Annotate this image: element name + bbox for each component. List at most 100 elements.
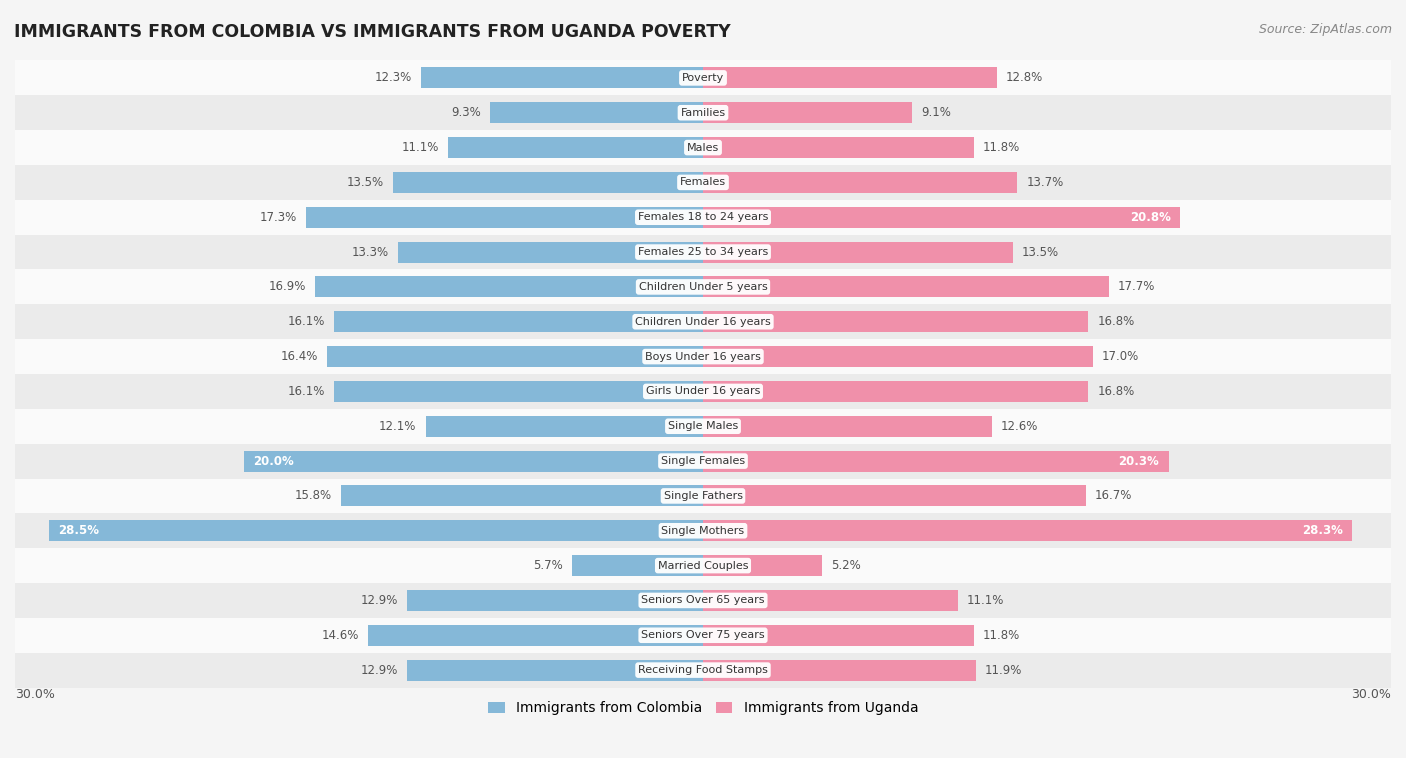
- Text: Children Under 16 years: Children Under 16 years: [636, 317, 770, 327]
- Text: Females 18 to 24 years: Females 18 to 24 years: [638, 212, 768, 222]
- Text: Boys Under 16 years: Boys Under 16 years: [645, 352, 761, 362]
- Text: 11.1%: 11.1%: [967, 594, 1004, 607]
- Bar: [15, 304, 1391, 339]
- Text: 12.1%: 12.1%: [380, 420, 416, 433]
- Bar: [15, 200, 1391, 235]
- Text: 16.4%: 16.4%: [280, 350, 318, 363]
- Bar: [703, 102, 911, 124]
- Text: 30.0%: 30.0%: [15, 688, 55, 700]
- Bar: [15, 61, 1391, 96]
- Bar: [315, 277, 703, 297]
- Bar: [15, 270, 1391, 304]
- Bar: [15, 409, 1391, 443]
- Text: 5.2%: 5.2%: [831, 559, 862, 572]
- Bar: [703, 242, 1012, 262]
- Bar: [703, 381, 1088, 402]
- Bar: [15, 165, 1391, 200]
- Text: 13.3%: 13.3%: [352, 246, 389, 258]
- Text: 20.0%: 20.0%: [253, 455, 294, 468]
- Bar: [703, 520, 1353, 541]
- Bar: [703, 346, 1092, 367]
- Bar: [15, 339, 1391, 374]
- Text: 14.6%: 14.6%: [322, 629, 359, 642]
- Text: 17.7%: 17.7%: [1118, 280, 1156, 293]
- Text: 17.0%: 17.0%: [1102, 350, 1139, 363]
- Bar: [572, 555, 703, 576]
- Text: 28.3%: 28.3%: [1302, 525, 1343, 537]
- Text: 12.3%: 12.3%: [374, 71, 412, 84]
- Text: 30.0%: 30.0%: [1351, 688, 1391, 700]
- Text: 28.5%: 28.5%: [59, 525, 100, 537]
- Bar: [703, 416, 993, 437]
- Bar: [398, 242, 703, 262]
- Bar: [326, 346, 703, 367]
- Text: 16.8%: 16.8%: [1098, 385, 1135, 398]
- Text: 13.7%: 13.7%: [1026, 176, 1063, 189]
- Text: 20.3%: 20.3%: [1119, 455, 1160, 468]
- Bar: [703, 451, 1168, 471]
- Bar: [15, 583, 1391, 618]
- Bar: [15, 443, 1391, 478]
- Legend: Immigrants from Colombia, Immigrants from Uganda: Immigrants from Colombia, Immigrants fro…: [488, 701, 918, 715]
- Text: Girls Under 16 years: Girls Under 16 years: [645, 387, 761, 396]
- Text: 16.7%: 16.7%: [1095, 490, 1133, 503]
- Text: IMMIGRANTS FROM COLOMBIA VS IMMIGRANTS FROM UGANDA POVERTY: IMMIGRANTS FROM COLOMBIA VS IMMIGRANTS F…: [14, 23, 731, 41]
- Text: 9.3%: 9.3%: [451, 106, 481, 119]
- Text: Married Couples: Married Couples: [658, 561, 748, 571]
- Text: 11.1%: 11.1%: [402, 141, 439, 154]
- Text: Seniors Over 75 years: Seniors Over 75 years: [641, 630, 765, 641]
- Text: 20.8%: 20.8%: [1130, 211, 1171, 224]
- Bar: [703, 277, 1109, 297]
- Bar: [489, 102, 703, 124]
- Text: 13.5%: 13.5%: [347, 176, 384, 189]
- Bar: [15, 513, 1391, 548]
- Text: 16.1%: 16.1%: [287, 315, 325, 328]
- Text: 16.8%: 16.8%: [1098, 315, 1135, 328]
- Text: Single Fathers: Single Fathers: [664, 491, 742, 501]
- Text: Single Males: Single Males: [668, 421, 738, 431]
- Bar: [333, 381, 703, 402]
- Bar: [449, 137, 703, 158]
- Bar: [703, 625, 973, 646]
- Text: 12.8%: 12.8%: [1005, 71, 1043, 84]
- Text: Children Under 5 years: Children Under 5 years: [638, 282, 768, 292]
- Bar: [408, 590, 703, 611]
- Text: 16.1%: 16.1%: [287, 385, 325, 398]
- Bar: [703, 312, 1088, 332]
- Bar: [420, 67, 703, 89]
- Bar: [703, 172, 1017, 193]
- Text: Families: Families: [681, 108, 725, 117]
- Text: 13.5%: 13.5%: [1022, 246, 1059, 258]
- Text: 12.9%: 12.9%: [360, 663, 398, 677]
- Bar: [703, 207, 1180, 227]
- Text: Seniors Over 65 years: Seniors Over 65 years: [641, 596, 765, 606]
- Bar: [703, 485, 1085, 506]
- Text: 9.1%: 9.1%: [921, 106, 950, 119]
- Text: Males: Males: [688, 143, 718, 152]
- Bar: [703, 590, 957, 611]
- Bar: [703, 67, 997, 89]
- Bar: [368, 625, 703, 646]
- Text: 11.8%: 11.8%: [983, 141, 1019, 154]
- Bar: [15, 130, 1391, 165]
- Bar: [408, 659, 703, 681]
- Text: 11.9%: 11.9%: [986, 663, 1022, 677]
- Bar: [426, 416, 703, 437]
- Bar: [15, 374, 1391, 409]
- Text: Receiving Food Stamps: Receiving Food Stamps: [638, 665, 768, 675]
- Text: 17.3%: 17.3%: [260, 211, 297, 224]
- Text: Females: Females: [681, 177, 725, 187]
- Text: 15.8%: 15.8%: [294, 490, 332, 503]
- Text: Poverty: Poverty: [682, 73, 724, 83]
- Text: 11.8%: 11.8%: [983, 629, 1019, 642]
- Text: Single Females: Single Females: [661, 456, 745, 466]
- Bar: [15, 618, 1391, 653]
- Text: 5.7%: 5.7%: [533, 559, 564, 572]
- Bar: [245, 451, 703, 471]
- Bar: [15, 96, 1391, 130]
- Bar: [703, 659, 976, 681]
- Text: Females 25 to 34 years: Females 25 to 34 years: [638, 247, 768, 257]
- Bar: [15, 548, 1391, 583]
- Text: 12.6%: 12.6%: [1001, 420, 1039, 433]
- Bar: [15, 235, 1391, 270]
